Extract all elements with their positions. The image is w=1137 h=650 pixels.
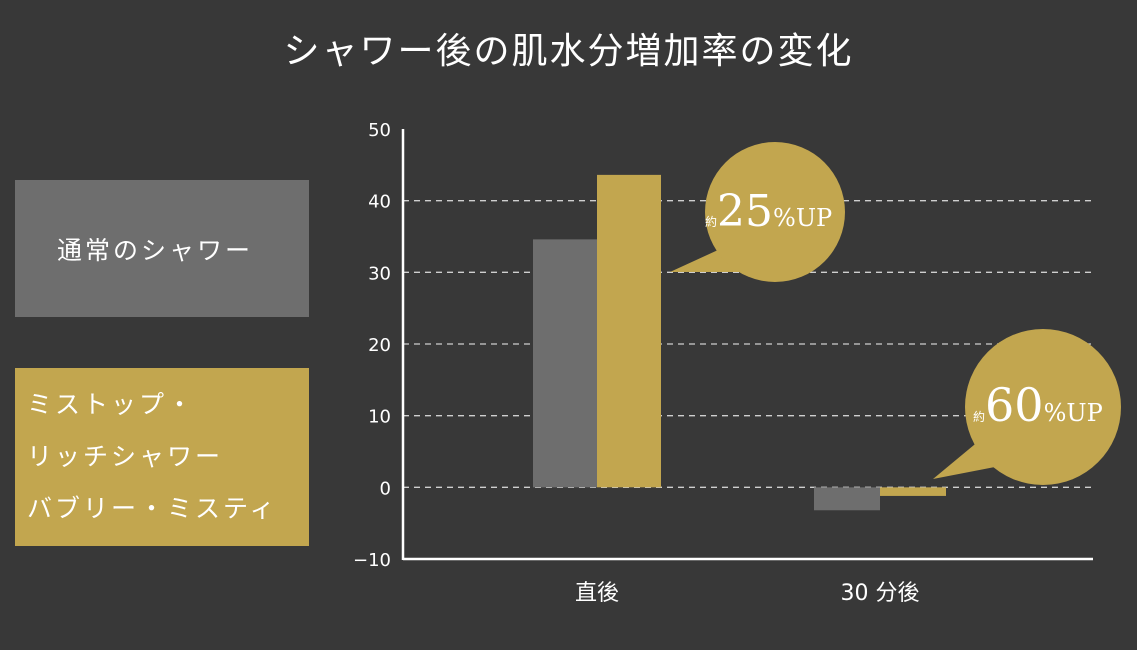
y-tick-label: −10 [353,550,391,571]
legend-item-normal-shower: 通常のシャワー [15,180,309,317]
legend-label: 通常のシャワー [57,235,254,265]
callout-bubble [965,329,1121,485]
y-tick-label: 40 [368,192,391,213]
callout-number: 60 [985,378,1044,432]
callout-text: 約60%UP [973,378,1103,432]
callout-number: 25 [717,186,773,237]
legend-label-line: ミストップ・ [27,390,196,419]
callout-prefix: 約 [973,409,985,424]
y-tick-label: 30 [368,263,391,284]
x-category-label: 直後 [575,581,619,606]
bar-mistop [597,174,661,488]
callout-bubble [705,142,845,282]
y-tick-label: 10 [368,407,391,428]
callout-prefix: 約 [705,214,717,229]
x-category-label: 30 分後 [841,581,920,606]
legend-label-line: リッチシャワー [27,442,224,471]
y-tick-label: 50 [368,120,391,141]
legend-label-line: バブリー・ミスティ [27,494,278,523]
y-tick-label: 0 [380,478,391,499]
bar-normal [533,239,597,488]
chart-title: シャワー後の肌水分増加率の変化 [283,31,854,72]
legend-item-mistop-shower: ミストップ・ リッチシャワー バブリー・ミスティ [15,368,309,546]
callout-tail [670,250,745,272]
callout-text: 約25%UP [705,186,832,237]
bar-normal [814,487,880,511]
callout-suffix: %UP [1044,399,1103,427]
y-tick-label: 20 [368,335,391,356]
bar-mistop [880,487,946,496]
callout-suffix: %UP [773,204,832,232]
